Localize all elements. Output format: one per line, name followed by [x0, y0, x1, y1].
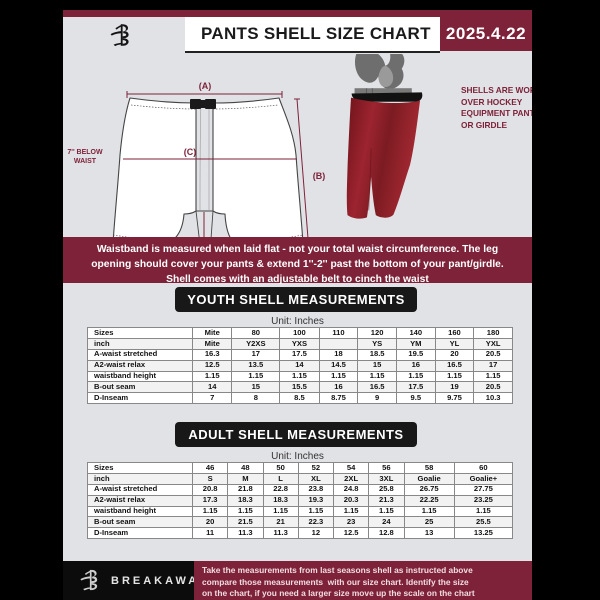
svg-text:7'' BELOW: 7'' BELOW: [67, 149, 103, 156]
svg-text:WAIST: WAIST: [74, 158, 97, 165]
svg-text:(C): (C): [184, 147, 197, 157]
svg-text:(B): (B): [313, 171, 326, 181]
svg-text:(A): (A): [199, 81, 212, 91]
